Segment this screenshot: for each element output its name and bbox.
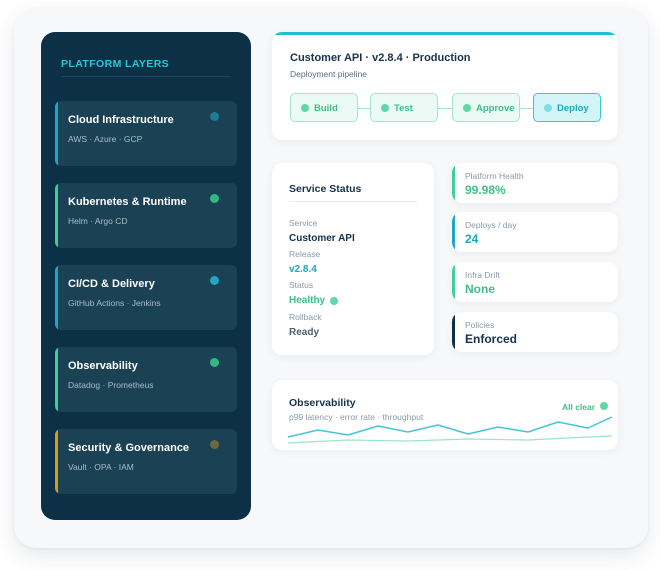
layer-status-dot	[210, 112, 219, 121]
observability-subtitle: p99 latency · error rate · throughput	[289, 412, 424, 422]
service-status-title: Service Status	[289, 183, 362, 195]
field-value-rollback: Ready	[289, 327, 320, 338]
layer-name: Observability	[68, 360, 138, 372]
field-value-release: v2.8.4	[289, 264, 317, 275]
layer-accent-bar	[55, 183, 58, 248]
metric-accent-bar	[452, 312, 455, 352]
stage-label: Deploy	[557, 103, 589, 114]
stage-label: Build	[314, 103, 338, 114]
layer-status-dot	[210, 440, 219, 449]
pipeline-subtitle: Deployment pipeline	[290, 69, 368, 79]
stage-label: Test	[394, 103, 413, 114]
deployment-pipeline-card: Customer API · v2.8.4 · Production Deplo…	[272, 32, 618, 140]
card-accent-bar	[272, 32, 618, 35]
all-clear-status-dot	[600, 402, 608, 410]
metric-label: Infra Drift	[465, 270, 500, 280]
metric-deploys-per-day: Deploys / day 24	[452, 212, 618, 252]
stage-connector	[358, 108, 370, 109]
field-label-service: Service	[289, 218, 318, 228]
layer-cicd-delivery[interactable]: CI/CD & Delivery GitHub Actions · Jenkin…	[55, 265, 237, 330]
layer-status-dot	[210, 276, 219, 285]
layer-status-dot	[210, 194, 219, 203]
stage-status-dot	[544, 104, 552, 112]
layer-cloud-infrastructure[interactable]: Cloud Infrastructure AWS · Azure · GCP	[55, 101, 237, 166]
metric-value: None	[465, 282, 495, 296]
metric-label: Platform Health	[465, 171, 524, 181]
divider	[289, 201, 417, 202]
sidebar-title: PLATFORM LAYERS	[61, 58, 170, 70]
layer-tools: GitHub Actions · Jenkins	[68, 298, 161, 308]
layer-tools: AWS · Azure · GCP	[68, 134, 143, 144]
layer-name: Security & Governance	[68, 442, 190, 454]
stage-status-dot	[381, 104, 389, 112]
platform-layers-sidebar: PLATFORM LAYERS Cloud Infrastructure AWS…	[41, 32, 251, 520]
observability-card: Observability p99 latency · error rate ·…	[272, 380, 618, 450]
layer-name: Kubernetes & Runtime	[68, 196, 187, 208]
layer-tools: Datadog · Prometheus	[68, 380, 154, 390]
observability-title: Observability	[289, 397, 356, 409]
layer-accent-bar	[55, 429, 58, 494]
field-value-service: Customer API	[289, 233, 355, 244]
layer-tools: Vault · OPA · IAM	[68, 462, 134, 472]
stage-status-dot	[301, 104, 309, 112]
layer-accent-bar	[55, 265, 58, 330]
metric-platform-health: Platform Health 99.98%	[452, 163, 618, 203]
stage-approve[interactable]: Approve	[452, 93, 520, 122]
layer-tools: Helm · Argo CD	[68, 216, 128, 226]
metric-infra-drift: Infra Drift None	[452, 262, 618, 302]
field-label-status: Status	[289, 280, 314, 290]
metric-label: Deploys / day	[465, 220, 517, 230]
metric-value: 24	[465, 232, 479, 246]
sidebar-divider	[61, 76, 231, 77]
layer-accent-bar	[55, 101, 58, 166]
field-label-release: Release	[289, 249, 321, 259]
metric-accent-bar	[452, 262, 455, 302]
metric-label: Policies	[465, 320, 495, 330]
metric-accent-bar	[452, 163, 455, 203]
stage-connector	[520, 108, 533, 109]
metric-baseline-line	[288, 435, 613, 444]
metric-value: Enforced	[465, 332, 518, 346]
healthy-status-dot	[330, 297, 338, 305]
stage-deploy[interactable]: Deploy	[533, 93, 601, 122]
layer-name: Cloud Infrastructure	[68, 114, 174, 126]
observability-status: All clear	[562, 402, 596, 412]
stage-status-dot	[463, 104, 471, 112]
metric-value: 99.98%	[465, 183, 506, 197]
layer-name: CI/CD & Delivery	[68, 278, 155, 290]
layer-observability[interactable]: Observability Datadog · Prometheus	[55, 347, 237, 412]
pipeline-title: Customer API · v2.8.4 · Production	[290, 52, 471, 64]
stage-label: Approve	[476, 103, 515, 114]
service-status-card: Service Status Service Customer API Rele…	[272, 163, 434, 355]
field-value-status: Healthy	[289, 295, 326, 306]
stage-connector	[438, 108, 452, 109]
stage-test[interactable]: Test	[370, 93, 438, 122]
observability-sparkline	[288, 416, 613, 444]
layer-accent-bar	[55, 347, 58, 412]
metric-accent-bar	[452, 212, 455, 252]
stage-build[interactable]: Build	[290, 93, 358, 122]
layer-status-dot	[210, 358, 219, 367]
layer-kubernetes-runtime[interactable]: Kubernetes & Runtime Helm · Argo CD	[55, 183, 237, 248]
field-label-rollback: Rollback	[289, 312, 322, 322]
layer-security-governance[interactable]: Security & Governance Vault · OPA · IAM	[55, 429, 237, 494]
metric-trend-line	[288, 416, 613, 438]
metric-policies: Policies Enforced	[452, 312, 618, 352]
